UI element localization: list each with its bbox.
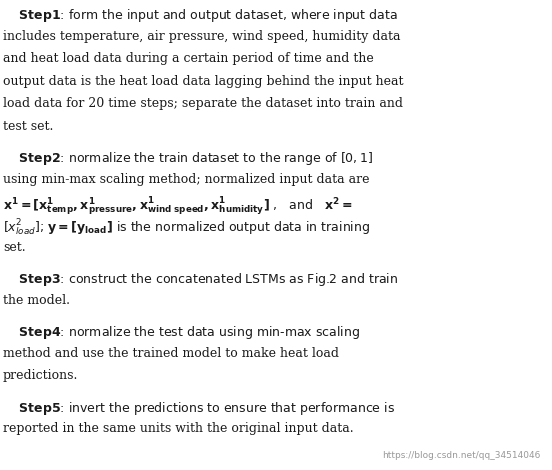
Text: $\bf{Step2}$: normalize the train dataset to the range of $[0,1]$: $\bf{Step2}$: normalize the train datase…	[3, 150, 373, 167]
Text: $\bf{Step4}$: normalize the test data using min-max scaling: $\bf{Step4}$: normalize the test data us…	[3, 324, 360, 341]
Text: $\bf{Step5}$: invert the predictions to ensure that performance is: $\bf{Step5}$: invert the predictions to …	[3, 400, 395, 416]
Text: load data for 20 time steps; separate the dataset into train and: load data for 20 time steps; separate th…	[3, 97, 403, 110]
Text: output data is the heat load data lagging behind the input heat: output data is the heat load data laggin…	[3, 75, 404, 88]
Text: test set.: test set.	[3, 120, 53, 133]
Text: $\bf{Step1}$: form the input and output dataset, where input data: $\bf{Step1}$: form the input and output …	[3, 7, 397, 24]
Text: $\bf{Step3}$: construct the concatenated LSTMs as Fig.2 and train: $\bf{Step3}$: construct the concatenated…	[3, 271, 398, 288]
Text: includes temperature, air pressure, wind speed, humidity data: includes temperature, air pressure, wind…	[3, 30, 400, 43]
Text: $\bf{x}^1 = [\bf{x}^1_{temp}, \bf{x}^1_{pressure}, \bf{x}^1_{wind\ speed}, \bf{x: $\bf{x}^1 = [\bf{x}^1_{temp}, \bf{x}^1_{…	[3, 196, 352, 218]
Text: $[x^2_{load}]$; $\bf{y} = [y_{load}]$ is the normalized output data in training: $[x^2_{load}]$; $\bf{y} = [y_{load}]$ is…	[3, 218, 370, 238]
Text: set.: set.	[3, 241, 25, 253]
Text: and heat load data during a certain period of time and the: and heat load data during a certain peri…	[3, 52, 374, 65]
Text: https://blog.csdn.net/qq_34514046: https://blog.csdn.net/qq_34514046	[383, 451, 541, 460]
Text: predictions.: predictions.	[3, 369, 78, 382]
Text: reported in the same units with the original input data.: reported in the same units with the orig…	[3, 422, 353, 435]
Text: the model.: the model.	[3, 294, 70, 306]
Text: method and use the trained model to make heat load: method and use the trained model to make…	[3, 346, 339, 360]
Text: using min-max scaling method; normalized input data are: using min-max scaling method; normalized…	[3, 173, 369, 186]
